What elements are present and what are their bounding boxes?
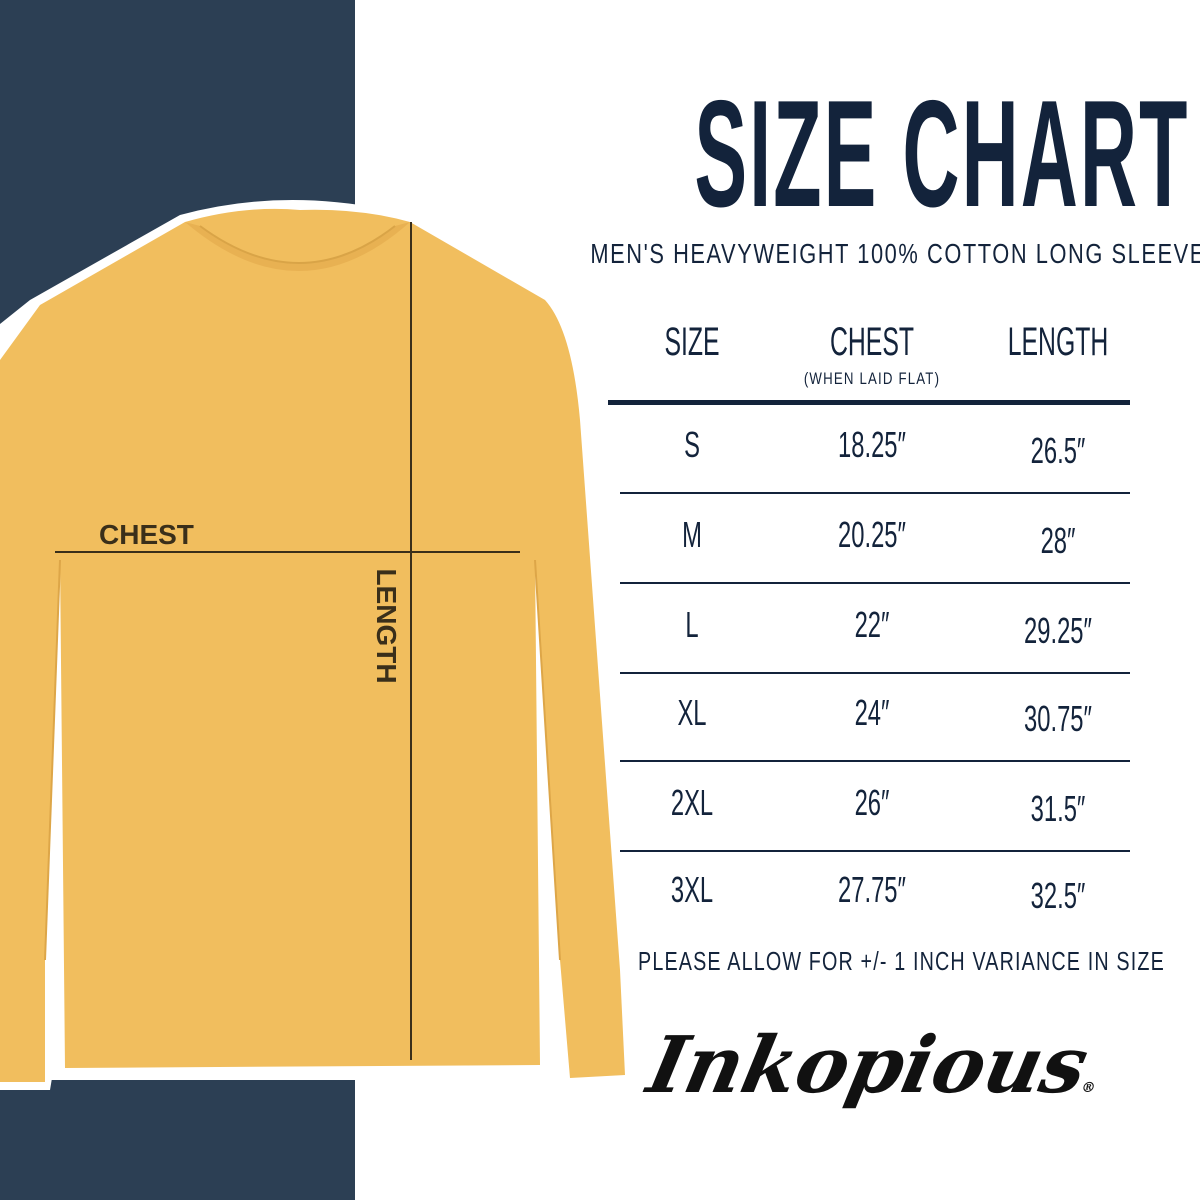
row-divider (620, 672, 1130, 674)
cell-chest: 18.25″ (838, 424, 906, 465)
header-chest: CHEST (829, 320, 915, 364)
page-title: SIZE CHART (694, 69, 1190, 239)
length-label: LENGTH (371, 568, 402, 684)
cell-chest: 22″ (854, 604, 890, 645)
header-size: SIZE (664, 320, 720, 364)
cell-size: M (682, 514, 702, 555)
header-length: LENGTH (1007, 320, 1109, 364)
inkopious-logo: Inkopious® (640, 1020, 1098, 1111)
long-sleeve-shirt-image (0, 208, 625, 1082)
cell-chest: 20.25″ (838, 514, 906, 555)
cell-length: 29.25″ (1024, 610, 1092, 651)
cell-size: 2XL (670, 782, 714, 823)
cell-length: 32.5″ (1030, 875, 1086, 916)
shirt-body (0, 208, 625, 1082)
cell-size: S (684, 424, 700, 465)
header-divider (608, 400, 1130, 405)
row-divider (620, 760, 1130, 762)
subtitle: MEN'S HEAVYWEIGHT 100% COTTON LONG SLEEV… (590, 238, 1200, 269)
cell-size: L (685, 604, 699, 645)
header-chest-note: (WHEN LAID FLAT) (803, 369, 941, 388)
cell-length: 31.5″ (1030, 788, 1086, 829)
cell-chest: 26″ (854, 782, 890, 823)
variance-note: PLEASE ALLOW FOR +/- 1 INCH VARIANCE IN … (638, 946, 1165, 976)
cell-length: 28″ (1040, 520, 1076, 561)
row-divider (620, 492, 1130, 494)
row-divider (620, 850, 1130, 852)
chest-label: CHEST (99, 519, 194, 550)
row-divider (620, 582, 1130, 584)
cell-size: XL (677, 692, 707, 733)
cell-chest: 27.75″ (838, 869, 906, 910)
cell-length: 30.75″ (1024, 698, 1092, 739)
cell-length: 26.5″ (1030, 430, 1086, 471)
cell-chest: 24″ (854, 692, 890, 733)
cell-size: 3XL (670, 869, 714, 910)
